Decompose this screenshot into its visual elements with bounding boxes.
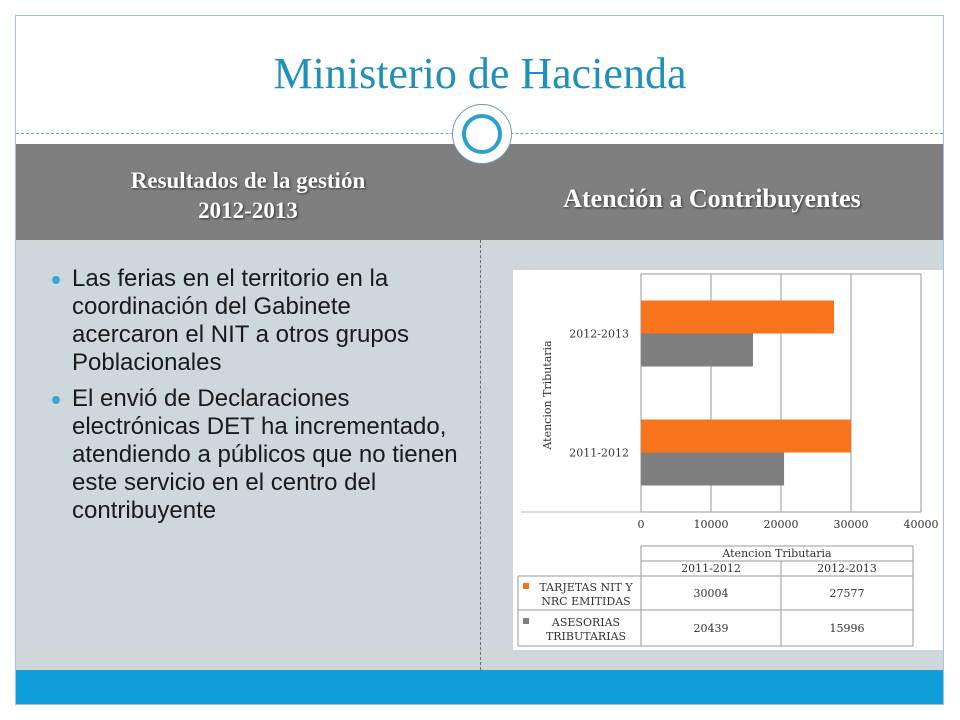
table-row-label: ASESORIAS (551, 616, 620, 629)
bullet-dot-icon (52, 276, 60, 284)
slide-frame (15, 15, 944, 705)
bullet-text: Las ferias en el territorio en la coordi… (72, 265, 410, 376)
bar (641, 300, 835, 334)
table-row-label: TRIBUTARIAS (546, 630, 626, 643)
legend-swatch (523, 618, 529, 624)
bullet-dot-icon (52, 396, 60, 404)
bullet-list: Las ferias en el territorio en la coordi… (48, 265, 458, 533)
legend-swatch (523, 583, 529, 589)
category-label: 2012-2013 (569, 328, 629, 341)
table-cell-value: 27577 (830, 587, 865, 600)
x-tick-label: 20000 (764, 518, 799, 531)
slide-title: Ministerio de Hacienda (273, 49, 687, 98)
x-tick-label: 40000 (904, 518, 939, 531)
table-title: Atencion Tributaria (721, 547, 832, 560)
bar (641, 419, 852, 453)
bullet-item: El envió de Declaraciones electrónicas D… (48, 385, 458, 525)
bullet-item: Las ferias en el territorio en la coordi… (48, 265, 458, 377)
table-cell-value: 30004 (694, 587, 729, 600)
header-left-line2: 2012-2013 (198, 198, 298, 223)
header-left-line1: Resultados de la gestión (130, 168, 366, 193)
y-axis-label: Atencion Tributaria (541, 340, 554, 451)
table-row-label: TARJETAS NIT Y (539, 581, 633, 594)
column-divider (480, 240, 481, 670)
bar-chart: 0 10000 20000 30000 40000 Atencion Tributaria… (517, 273, 939, 647)
bullet-text: El envió de Declaraciones electrónicas D… (72, 385, 458, 524)
header-right: Atención a Contribuyentes (563, 184, 861, 213)
table-column-header: 2011-2012 (681, 562, 741, 575)
table-cell-value: 20439 (694, 622, 729, 635)
x-tick-label: 10000 (694, 518, 729, 531)
bar (641, 333, 753, 367)
bar (641, 452, 785, 486)
footer-bar (16, 670, 943, 704)
table-column-header: 2012-2013 (817, 562, 877, 575)
table-row-label: NRC EMITIDAS (541, 595, 630, 608)
chart-container: 0 10000 20000 30000 40000 Atencion Tributaria… (513, 270, 943, 650)
x-tick-label: 30000 (834, 518, 869, 531)
divider-circle-inner (462, 114, 502, 154)
table-cell-value: 15996 (830, 622, 865, 635)
x-tick-label: 0 (638, 518, 645, 531)
header-left: Resultados de la gestión 2012-2013 (16, 166, 480, 226)
category-label: 2011-2012 (569, 447, 629, 460)
